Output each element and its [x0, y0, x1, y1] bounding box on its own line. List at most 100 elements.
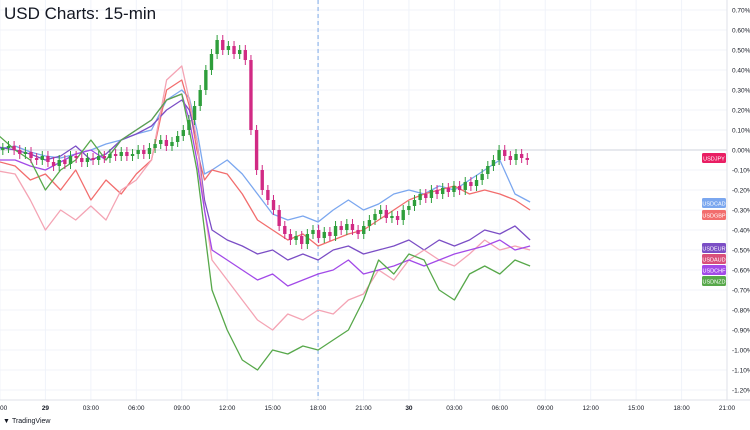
y-tick-label: 0.70%	[732, 8, 750, 15]
tradingview-logo-icon: ▼	[3, 418, 10, 425]
candle-body	[119, 152, 123, 156]
candle-body	[503, 150, 507, 156]
y-tick-label: -0.80%	[732, 308, 750, 315]
candle-body	[367, 220, 372, 226]
candle-body	[322, 232, 326, 238]
candle-body	[508, 156, 513, 160]
candle-body	[486, 166, 490, 174]
time-axis: 00 29 03:00 06:00 09:00 12:00 15:00 18:00 21:00 3…	[0, 399, 750, 412]
grid-layer	[0, 0, 728, 400]
candle-body	[147, 148, 152, 154]
candle-body	[209, 54, 214, 70]
y-tick-label: 0.00%	[732, 148, 750, 155]
candle-body	[424, 194, 428, 198]
candle-body	[316, 230, 321, 238]
candle-body	[18, 150, 22, 154]
y-tick-label: 0.50%	[732, 48, 750, 55]
candle-body	[412, 200, 417, 206]
candle-body	[463, 182, 467, 190]
candle-body	[175, 136, 180, 142]
y-tick-label: -0.20%	[732, 188, 750, 195]
candle-body	[136, 150, 140, 154]
last-label-box-usdnzd	[702, 276, 726, 286]
candle-body	[271, 200, 276, 210]
series-line-usdeur	[0, 99, 531, 261]
candle-body	[260, 170, 264, 190]
candle-body	[328, 232, 332, 236]
x-tick-label: 06:00	[492, 405, 509, 412]
candle-body	[159, 140, 163, 144]
y-tick-label: -0.40%	[732, 228, 750, 235]
candle-body	[130, 154, 135, 156]
candle-body	[345, 224, 349, 230]
y-tick-label: 0.60%	[732, 28, 750, 35]
x-tick-label: 03:00	[83, 405, 100, 412]
candle-body	[384, 210, 388, 218]
candle-body	[243, 50, 248, 60]
candle-body	[153, 144, 157, 148]
x-tick-label: 21:00	[355, 405, 372, 412]
price-axis: 0.70% 0.60% 0.50% 0.40% 0.30% 0.20% 0.10% 0.00%…	[702, 0, 750, 400]
x-tick-label: 09:00	[537, 405, 554, 412]
candle-body	[232, 46, 236, 54]
x-tick-label: 12:00	[583, 405, 600, 412]
y-tick-label: 0.10%	[732, 128, 750, 135]
candle-body	[80, 158, 84, 162]
candle-body	[237, 50, 242, 54]
candle-body	[452, 186, 456, 192]
candle-body	[40, 156, 44, 160]
x-tick-label: 18:00	[673, 405, 690, 412]
candle-body	[519, 154, 524, 158]
series-line-usdnzd	[0, 93, 531, 371]
last-label-box-usdjpy	[702, 153, 726, 163]
tradingview-watermark: ▼ TradingView	[3, 418, 50, 425]
candle-body	[29, 152, 33, 158]
candle-body	[226, 46, 231, 50]
last-label-box-usdeur	[702, 243, 726, 253]
x-tick-label: 00	[0, 405, 8, 412]
candle-body	[142, 150, 146, 154]
x-tick-label: 09:00	[174, 405, 191, 412]
candle-body	[480, 174, 484, 180]
y-tick-label: -0.90%	[732, 328, 750, 335]
last-label-usdgbp: USDGBP	[702, 214, 726, 220]
candle-body	[300, 236, 304, 244]
x-tick-label: 29	[42, 405, 50, 412]
candle-body	[164, 140, 169, 146]
last-label-box-usdcad	[702, 198, 726, 208]
y-tick-label: -1.20%	[732, 388, 750, 395]
candle-body	[497, 150, 501, 160]
candle-body	[441, 188, 445, 194]
candle-body	[23, 152, 28, 154]
candle-body	[350, 224, 355, 230]
candle-body	[277, 210, 281, 226]
candle-body	[57, 160, 61, 166]
y-tick-label: -0.50%	[732, 248, 750, 255]
x-tick-label: 15:00	[264, 405, 281, 412]
x-tick-label: 30	[405, 405, 413, 412]
y-tick-label: -0.30%	[732, 208, 750, 215]
candle-body	[198, 90, 202, 106]
candle-body	[469, 182, 473, 186]
last-label-usdchf: USDCHF	[703, 269, 727, 275]
candles-usdjpy	[1, 35, 529, 249]
candle-body	[215, 40, 219, 54]
chart-title: USD Charts: 15-min	[4, 4, 157, 23]
candle-body	[373, 214, 377, 220]
candle-body	[102, 156, 107, 158]
candle-body	[192, 106, 197, 120]
candle-body	[34, 158, 39, 160]
candle-body	[474, 180, 479, 186]
candle-body	[429, 190, 434, 198]
candle-body	[525, 158, 529, 160]
candle-body	[204, 70, 208, 90]
series-line-usdchf	[0, 93, 531, 287]
candle-body	[51, 162, 56, 166]
last-label-usdnzd: USDNZD	[703, 280, 726, 286]
candle-body	[68, 156, 73, 164]
candle-body	[446, 188, 451, 192]
candle-body	[1, 148, 5, 150]
candle-body	[362, 226, 366, 234]
